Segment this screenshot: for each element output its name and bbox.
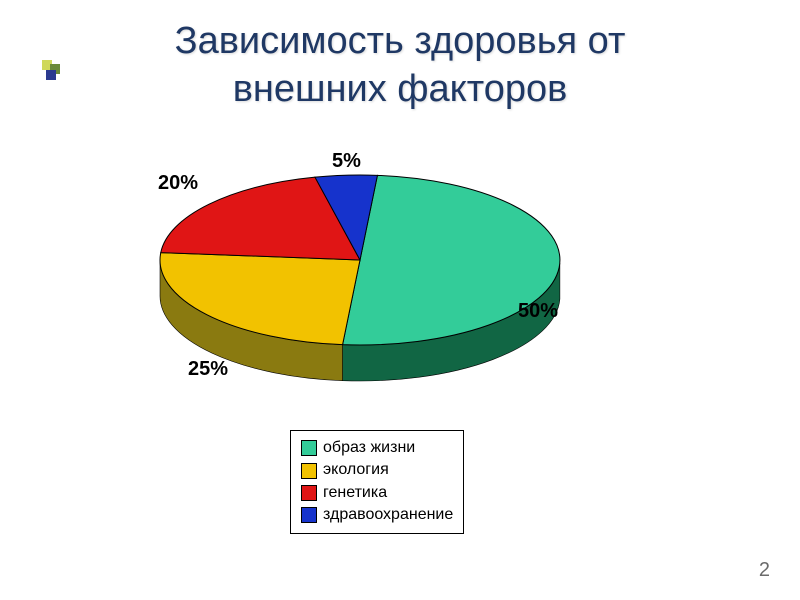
slide-title: Зависимость здоровья от внешних факторов bbox=[0, 18, 800, 113]
legend-swatch bbox=[301, 507, 317, 523]
legend-swatch bbox=[301, 440, 317, 456]
legend-swatch bbox=[301, 463, 317, 479]
legend-item: здравоохранение bbox=[301, 504, 453, 526]
legend-label: образ жизни bbox=[323, 437, 415, 459]
legend-item: экология bbox=[301, 459, 453, 481]
legend-label: генетика bbox=[323, 482, 387, 504]
slice-label: 25% bbox=[188, 358, 228, 381]
legend-item: образ жизни bbox=[301, 437, 453, 459]
legend-swatch bbox=[301, 485, 317, 501]
legend-label: экология bbox=[323, 459, 389, 481]
legend: образ жизниэкологиягенетиказдравоохранен… bbox=[290, 430, 464, 534]
page-number: 2 bbox=[759, 559, 770, 582]
legend-label: здравоохранение bbox=[323, 504, 453, 526]
slide-title-line1: Зависимость здоровья от bbox=[0, 18, 800, 66]
slice-label: 5% bbox=[332, 150, 361, 173]
legend-item: генетика bbox=[301, 482, 453, 504]
slice-label: 50% bbox=[518, 300, 558, 323]
slide-title-line2: внешних факторов bbox=[0, 66, 800, 114]
pie-chart: 50% 25% 20% 5% bbox=[100, 150, 620, 410]
slice-label: 20% bbox=[158, 172, 198, 195]
